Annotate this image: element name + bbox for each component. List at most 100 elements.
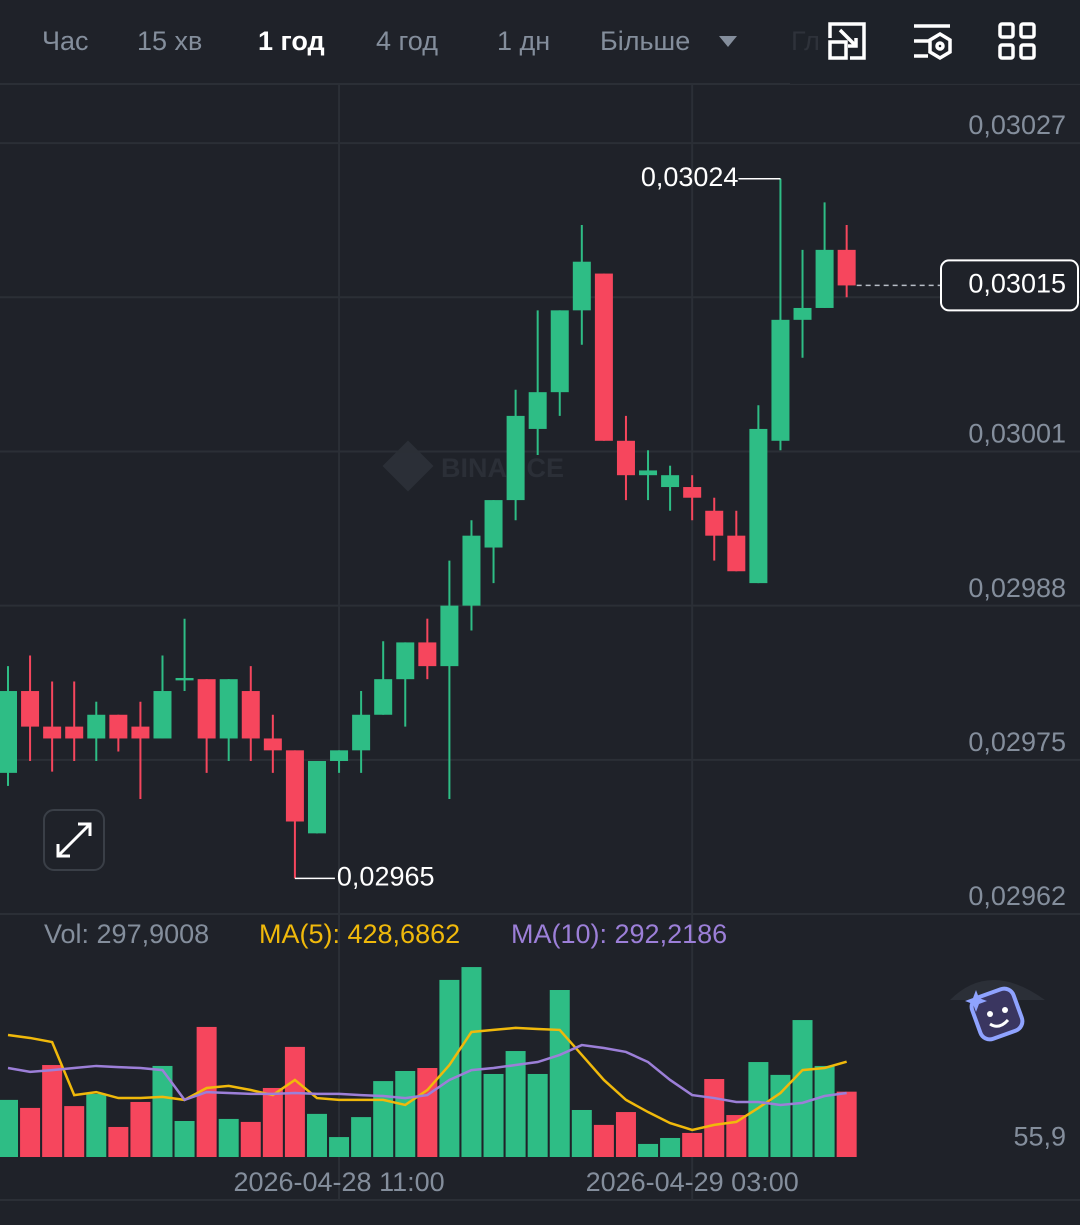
candle-body: [815, 249, 834, 308]
volume-bar: [593, 1124, 614, 1157]
high-label: 0,03024: [641, 162, 739, 192]
volume-label: Vol: 297,9008: [44, 919, 209, 949]
candle-body: [506, 415, 525, 501]
volume-bar: [615, 1112, 636, 1157]
volume-bar: [64, 1106, 85, 1157]
candle-body: [594, 273, 613, 441]
candle-body: [87, 714, 106, 739]
timeframe-tab[interactable]: 1 год: [258, 26, 325, 56]
candle-body: [43, 726, 62, 739]
candle-body: [109, 714, 128, 739]
volume-bar: [483, 1073, 504, 1157]
candle-body: [462, 535, 481, 606]
candle-body: [197, 679, 216, 739]
candle-body: [418, 642, 437, 667]
candle-body: [285, 750, 304, 822]
candle-body: [793, 307, 812, 320]
candle-body: [330, 750, 349, 762]
volume-bar: [549, 990, 570, 1157]
last-price-box: [940, 259, 1079, 312]
volume-bar: [152, 1065, 173, 1157]
candle-body: [21, 691, 40, 727]
candle-body: [705, 510, 724, 536]
volume-bar: [351, 1117, 372, 1157]
candle-body: [727, 535, 746, 572]
ma-line: [7, 1043, 847, 1107]
timeframe-tab[interactable]: 1 дн: [497, 26, 550, 56]
timeframe-tab[interactable]: Більше: [600, 26, 690, 56]
candle-body: [528, 392, 547, 429]
volume-bar: [329, 1137, 350, 1157]
candle-body: [219, 679, 238, 739]
volume-bar: [108, 1126, 129, 1157]
candle-body: [837, 249, 856, 286]
assistant-icon[interactable]: [950, 980, 1045, 1042]
ma-line: [7, 1026, 848, 1132]
y-tick-label: 55,9: [1013, 1121, 1066, 1151]
candle-body: [175, 677, 194, 681]
legend-entry: MA(10): 292,2186: [511, 919, 727, 949]
y-tick-label: 0,02975: [968, 727, 1066, 757]
volume-bar: [306, 1113, 327, 1157]
timeframe-tab[interactable]: Час: [42, 26, 89, 56]
last-price-label: 0,03015: [968, 269, 1066, 299]
candle-body: [550, 310, 569, 393]
candle-body: [307, 761, 326, 834]
volume-bar: [20, 1107, 41, 1157]
volume-bar: [218, 1118, 239, 1157]
volume-bar: [527, 1073, 548, 1157]
volume-bar: [395, 1070, 416, 1157]
x-tick-label: 2026-04-29 03:00: [586, 1167, 799, 1197]
candle-body: [661, 475, 680, 488]
candle-body: [572, 261, 591, 311]
fullscreen-icon[interactable]: [828, 22, 866, 60]
volume-bar: [682, 1132, 703, 1157]
volume-bar: [505, 1051, 526, 1157]
timeframe-tab[interactable]: 15 хв: [137, 26, 202, 56]
y-tick-label: 0,03001: [968, 419, 1066, 449]
settings-icon[interactable]: [914, 24, 952, 61]
volume-bar: [704, 1079, 725, 1157]
candle-body: [639, 470, 658, 476]
candle-body: [749, 428, 768, 584]
candle-body: [0, 691, 17, 773]
candle-body: [352, 714, 371, 751]
y-tick-label: 0,03027: [968, 110, 1066, 140]
candle-body: [374, 679, 393, 715]
candle-body: [683, 487, 702, 498]
volume-bar: [461, 967, 482, 1157]
timeframe-tab[interactable]: 4 год: [376, 26, 438, 56]
volume-bar: [42, 1065, 63, 1157]
candle-body: [153, 691, 172, 739]
expand-button[interactable]: [43, 809, 105, 871]
legend-entry: MA(5): 428,6862: [259, 919, 460, 949]
volume-bar: [638, 1143, 659, 1157]
volume-bar: [660, 1137, 681, 1157]
candle-body: [484, 500, 503, 548]
volume-bar: [792, 1020, 813, 1157]
candle-body: [241, 691, 260, 739]
candle-body: [771, 319, 790, 441]
candle-body: [131, 726, 150, 739]
volume-bar: [284, 1046, 305, 1157]
candle-body: [440, 605, 459, 667]
candle-body: [396, 642, 415, 680]
volume-bar: [130, 1101, 151, 1157]
layout-icon[interactable]: [998, 22, 1036, 60]
volume-bar: [814, 1065, 835, 1157]
x-tick-label: 2026-04-28 11:00: [233, 1167, 444, 1197]
volume-bar: [439, 979, 460, 1157]
volume-bar: [726, 1115, 747, 1157]
volume-bar: [240, 1121, 261, 1157]
volume-bar: [748, 1062, 769, 1157]
volume-bar: [571, 1109, 592, 1157]
volume-bar: [0, 1099, 18, 1157]
dropdown-arrow: [719, 36, 737, 47]
volume-bar: [86, 1093, 107, 1157]
volume-bar: [836, 1091, 857, 1157]
y-tick-label: 0,02962: [968, 881, 1066, 911]
volume-bar: [174, 1121, 195, 1157]
y-tick-label: 0,02988: [968, 573, 1066, 603]
